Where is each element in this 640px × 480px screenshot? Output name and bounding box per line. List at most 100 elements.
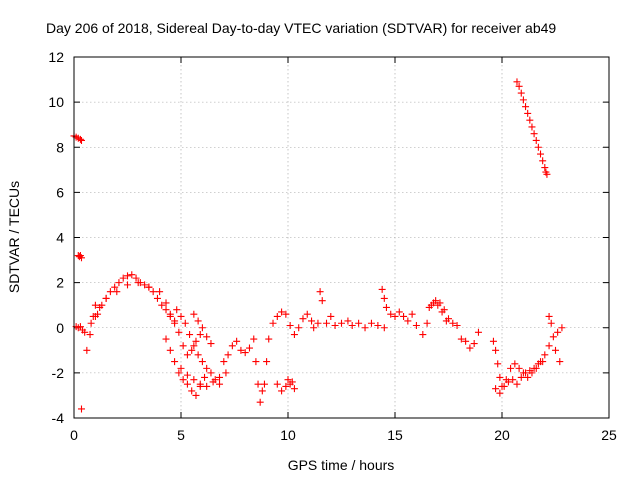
- data-point: [179, 342, 187, 350]
- data-point: [181, 319, 189, 327]
- data-point: [256, 398, 264, 406]
- data-point: [192, 391, 200, 399]
- data-point: [87, 319, 95, 327]
- data-point: [282, 382, 290, 390]
- data-point: [166, 310, 174, 318]
- data-point: [537, 150, 545, 158]
- y-tick-label: -2: [52, 365, 65, 381]
- data-point: [158, 301, 166, 309]
- data-point: [395, 308, 403, 316]
- data-point: [194, 317, 202, 325]
- data-point: [190, 342, 198, 350]
- data-point: [190, 376, 198, 384]
- data-point: [391, 312, 399, 320]
- data-point: [515, 82, 523, 90]
- data-point: [541, 351, 549, 359]
- data-point: [237, 346, 245, 354]
- data-point: [290, 385, 298, 393]
- data-point: [203, 333, 211, 341]
- y-tick-label: 0: [56, 320, 64, 336]
- data-point: [404, 317, 412, 325]
- data-point: [494, 360, 502, 368]
- data-point: [282, 310, 290, 318]
- data-point: [524, 109, 532, 117]
- data-point: [265, 335, 273, 343]
- y-tick-label: 4: [56, 230, 64, 246]
- data-point: [517, 373, 525, 381]
- data-point: [220, 358, 228, 366]
- data-point: [547, 319, 555, 327]
- data-point: [549, 333, 557, 341]
- data-point: [91, 301, 99, 309]
- data-point: [162, 335, 170, 343]
- data-point: [492, 385, 500, 393]
- data-point: [400, 312, 408, 320]
- data-point: [526, 116, 534, 124]
- data-point: [254, 380, 262, 388]
- data-point: [207, 340, 215, 348]
- data-point: [338, 319, 345, 327]
- data-point: [543, 170, 551, 178]
- data-point: [119, 274, 127, 282]
- data-point: [258, 387, 266, 395]
- data-point: [530, 364, 538, 372]
- data-point: [183, 380, 191, 388]
- data-point: [113, 288, 121, 296]
- data-point: [171, 358, 179, 366]
- data-point: [177, 312, 185, 320]
- y-tick-label: 2: [56, 275, 64, 291]
- data-point: [81, 328, 89, 336]
- data-point: [295, 324, 303, 332]
- data-point: [128, 271, 136, 279]
- data-point: [380, 294, 388, 302]
- data-point: [442, 317, 450, 325]
- data-point: [558, 324, 566, 332]
- data-point: [188, 346, 196, 354]
- data-point: [124, 281, 131, 289]
- data-point: [519, 96, 527, 104]
- data-point: [434, 301, 442, 309]
- data-point: [530, 130, 538, 138]
- plot-frame: [73, 56, 610, 419]
- x-tick-label: 5: [177, 427, 185, 443]
- data-point: [241, 349, 249, 357]
- data-point: [438, 308, 446, 316]
- data-point: [192, 337, 200, 345]
- data-point: [412, 321, 420, 329]
- data-point: [162, 299, 170, 307]
- data-point: [299, 315, 307, 323]
- data-point: [141, 281, 149, 289]
- data-point: [83, 346, 91, 354]
- data-point: [504, 378, 512, 386]
- data-point: [496, 389, 504, 397]
- data-point: [532, 136, 540, 144]
- data-point: [344, 317, 352, 325]
- data-point: [323, 319, 331, 327]
- data-point: [374, 321, 382, 329]
- y-tick-label: 6: [56, 184, 64, 200]
- data-point: [224, 351, 232, 359]
- data-point: [196, 380, 204, 388]
- data-point: [233, 337, 241, 345]
- data-point: [545, 312, 553, 320]
- data-point: [509, 376, 517, 384]
- data-point: [183, 371, 191, 379]
- data-point: [423, 319, 431, 327]
- data-point: [201, 373, 209, 381]
- x-tick-label: 20: [494, 427, 510, 443]
- data-point: [453, 321, 461, 329]
- data-point: [228, 342, 236, 350]
- data-point: [260, 380, 268, 388]
- data-point: [149, 288, 157, 296]
- data-point: [382, 303, 390, 311]
- data-point: [314, 319, 322, 327]
- y-tick-label: -4: [52, 410, 65, 426]
- data-point: [430, 299, 438, 307]
- data-point: [77, 254, 85, 262]
- data-marks: [70, 78, 566, 413]
- data-point: [380, 324, 388, 332]
- data-point: [539, 157, 547, 165]
- tick-labels: 0 5 10 15 20 25 -4 -2 0 2 4 6 8 10 12: [48, 49, 617, 443]
- data-point: [269, 319, 277, 327]
- chart-title: Day 206 of 2018, Sidereal Day-to-day VTE…: [46, 20, 556, 36]
